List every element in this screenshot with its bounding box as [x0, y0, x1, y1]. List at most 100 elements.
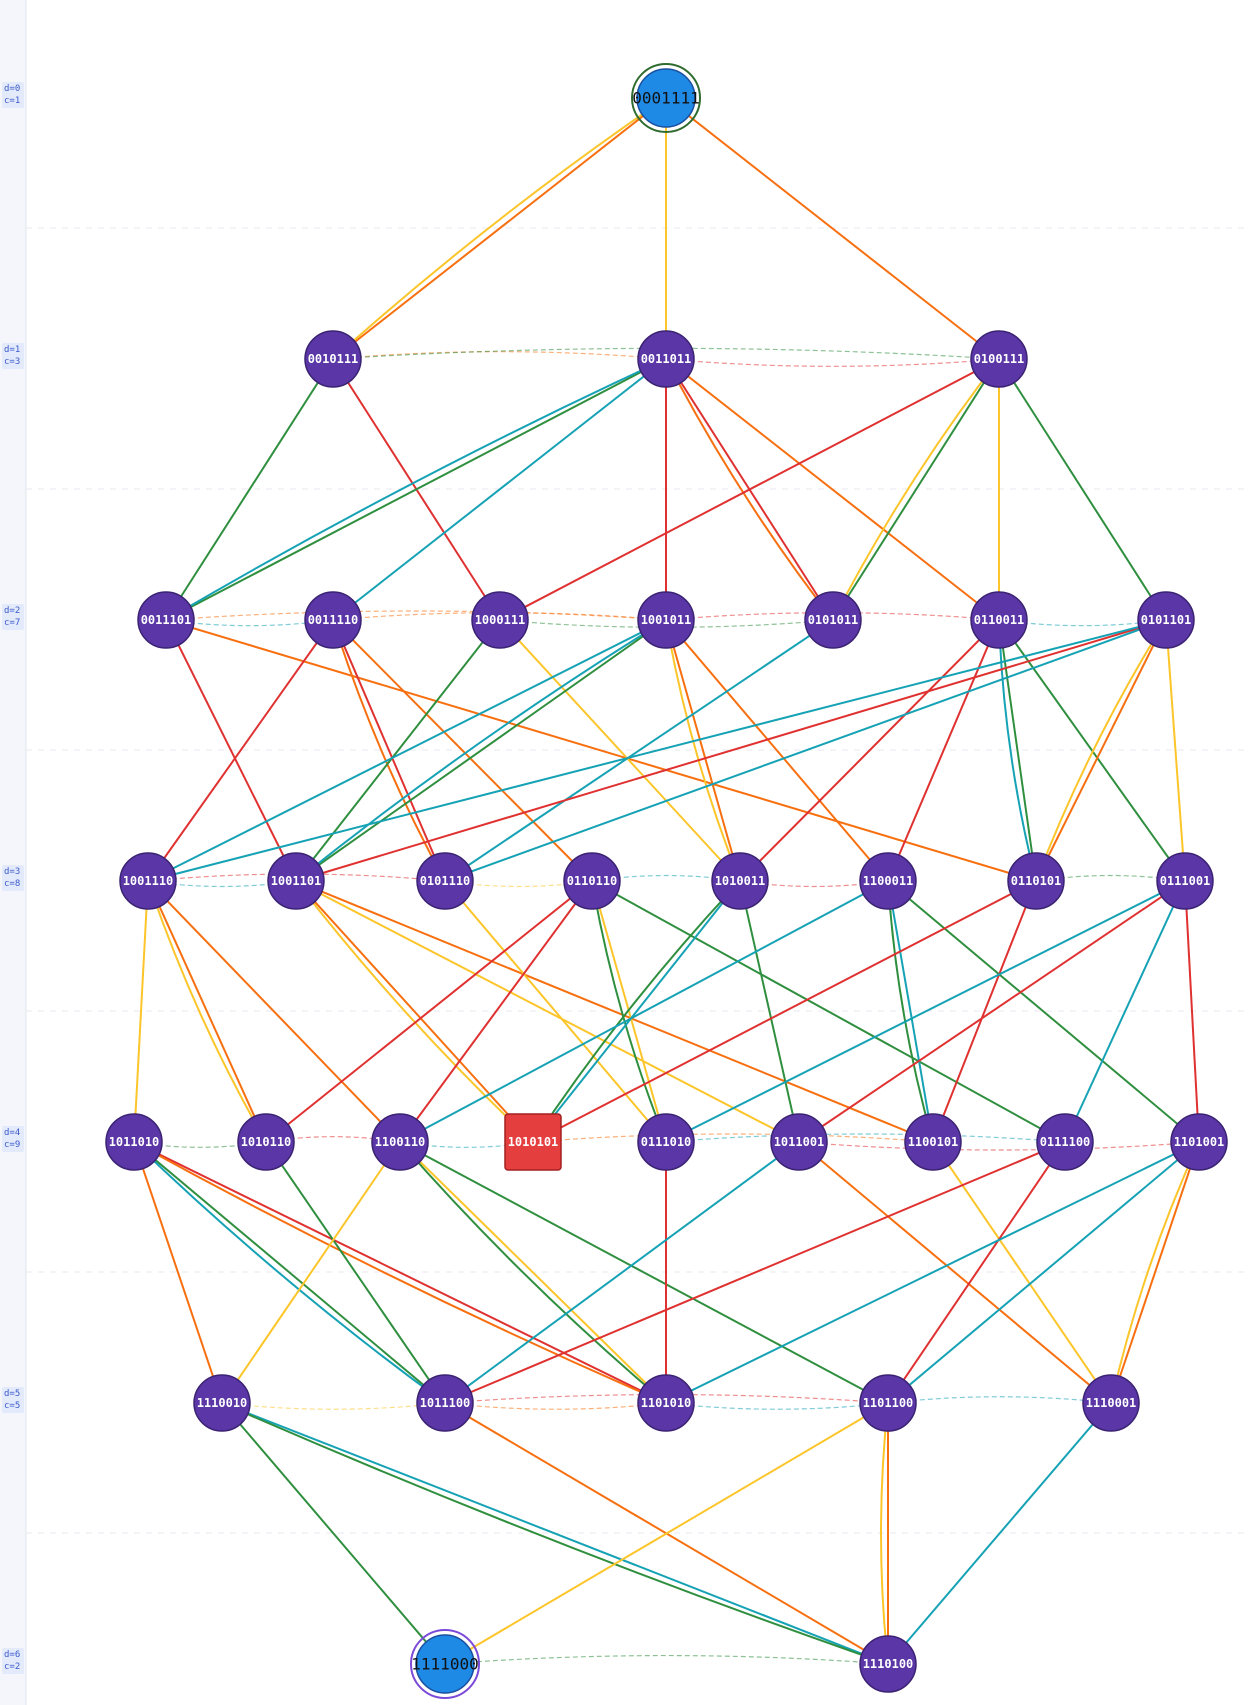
same-level-edge [399, 1141, 534, 1148]
node [970, 591, 1028, 649]
edge [932, 880, 1037, 1143]
edge [133, 1141, 446, 1404]
edge [665, 1141, 1200, 1404]
same-level-edge [499, 619, 834, 628]
node-label: 0101101 [1141, 613, 1192, 627]
level-count: c=7 [4, 618, 20, 628]
level-badge [2, 1648, 24, 1674]
edge [665, 619, 741, 882]
node [859, 1635, 917, 1693]
level-strip [0, 0, 26, 1705]
edge [499, 619, 741, 882]
node-label: 1011001 [774, 1135, 825, 1149]
node-label: 1010101 [508, 1135, 559, 1149]
node-label: 1100011 [863, 874, 914, 888]
nodes: 0001111 0010111 0011011 0100111 0011101 00111… [105, 63, 1228, 1699]
edge [295, 880, 534, 1143]
same-level-edge [887, 1396, 1112, 1404]
level-depth: d=1 [4, 345, 20, 355]
node-label: 0111001 [1160, 874, 1211, 888]
node [416, 852, 474, 910]
edge [147, 880, 401, 1143]
edge [399, 880, 889, 1143]
node-ring [631, 63, 701, 133]
node [711, 852, 769, 910]
same-level-edge [444, 1393, 889, 1404]
edge [665, 619, 741, 882]
node-label: 1011010 [109, 1135, 160, 1149]
edge [591, 880, 667, 1143]
level-depth: d=3 [4, 867, 20, 877]
same-level-edge [665, 1402, 889, 1410]
level-depth: d=0 [4, 84, 20, 94]
edge [798, 1141, 1112, 1404]
edge [399, 880, 593, 1143]
edge [332, 619, 593, 882]
node-label: 0111010 [641, 1135, 692, 1149]
node-label: 1110100 [863, 1657, 914, 1671]
node-label: 1000111 [475, 613, 526, 627]
node [119, 852, 177, 910]
edge [444, 619, 1167, 882]
level-labels: d=0 c=1 d=1 c=3 d=2 c=7 d=3 c=8 d=4 c=9 d=5 c=5 d=6 c… [2, 82, 24, 1674]
node-label: 0110110 [567, 874, 618, 888]
edge [887, 1141, 1066, 1404]
edge [1064, 880, 1186, 1143]
edge [1110, 1141, 1200, 1404]
edge [133, 1141, 667, 1404]
level-depth: d=6 [4, 1650, 20, 1660]
node-label: 0011101 [141, 613, 192, 627]
edge [295, 619, 667, 882]
edge [265, 1141, 446, 1404]
node [415, 1634, 475, 1694]
edge [221, 1141, 401, 1404]
edge [665, 97, 1000, 360]
node-label: 1100110 [375, 1135, 426, 1149]
edge [998, 358, 1167, 621]
node [563, 852, 621, 910]
node [304, 591, 362, 649]
node-ring [410, 1629, 480, 1699]
level-depth: d=2 [4, 606, 20, 616]
level-count: c=8 [4, 879, 20, 889]
edge [832, 358, 1000, 621]
node [970, 330, 1028, 388]
edge [665, 358, 1000, 621]
edge [739, 619, 1000, 882]
same-level-edge [665, 612, 1000, 621]
edge [147, 619, 1167, 882]
level-badge [2, 343, 24, 369]
node [636, 68, 696, 128]
edge [147, 880, 267, 1143]
edge [998, 619, 1037, 882]
node [1156, 852, 1214, 910]
node-label: 1101100 [863, 1396, 914, 1410]
edge [444, 880, 667, 1143]
edge [444, 619, 834, 882]
same-level-edge [332, 347, 1000, 360]
edge [665, 619, 889, 882]
node [193, 1374, 251, 1432]
node [471, 591, 529, 649]
edge [295, 880, 534, 1143]
same-level-edge [665, 1133, 1066, 1143]
node [804, 591, 862, 649]
node-label: 0001111 [632, 89, 699, 108]
node [416, 1374, 474, 1432]
same-level-edge [265, 1136, 401, 1143]
same-level-edge [532, 1133, 934, 1143]
edge [295, 880, 934, 1143]
edge [399, 1141, 667, 1404]
edge [887, 619, 1000, 882]
edge [147, 619, 667, 882]
edge [739, 880, 800, 1143]
node [1170, 1113, 1228, 1171]
edge [444, 1141, 1066, 1404]
node [1082, 1374, 1140, 1432]
level-depth: d=5 [4, 1389, 20, 1399]
node [1007, 852, 1065, 910]
node-label: 0111100 [1040, 1135, 1091, 1149]
same-level-edge [165, 610, 667, 621]
node-label: 1011100 [420, 1396, 471, 1410]
